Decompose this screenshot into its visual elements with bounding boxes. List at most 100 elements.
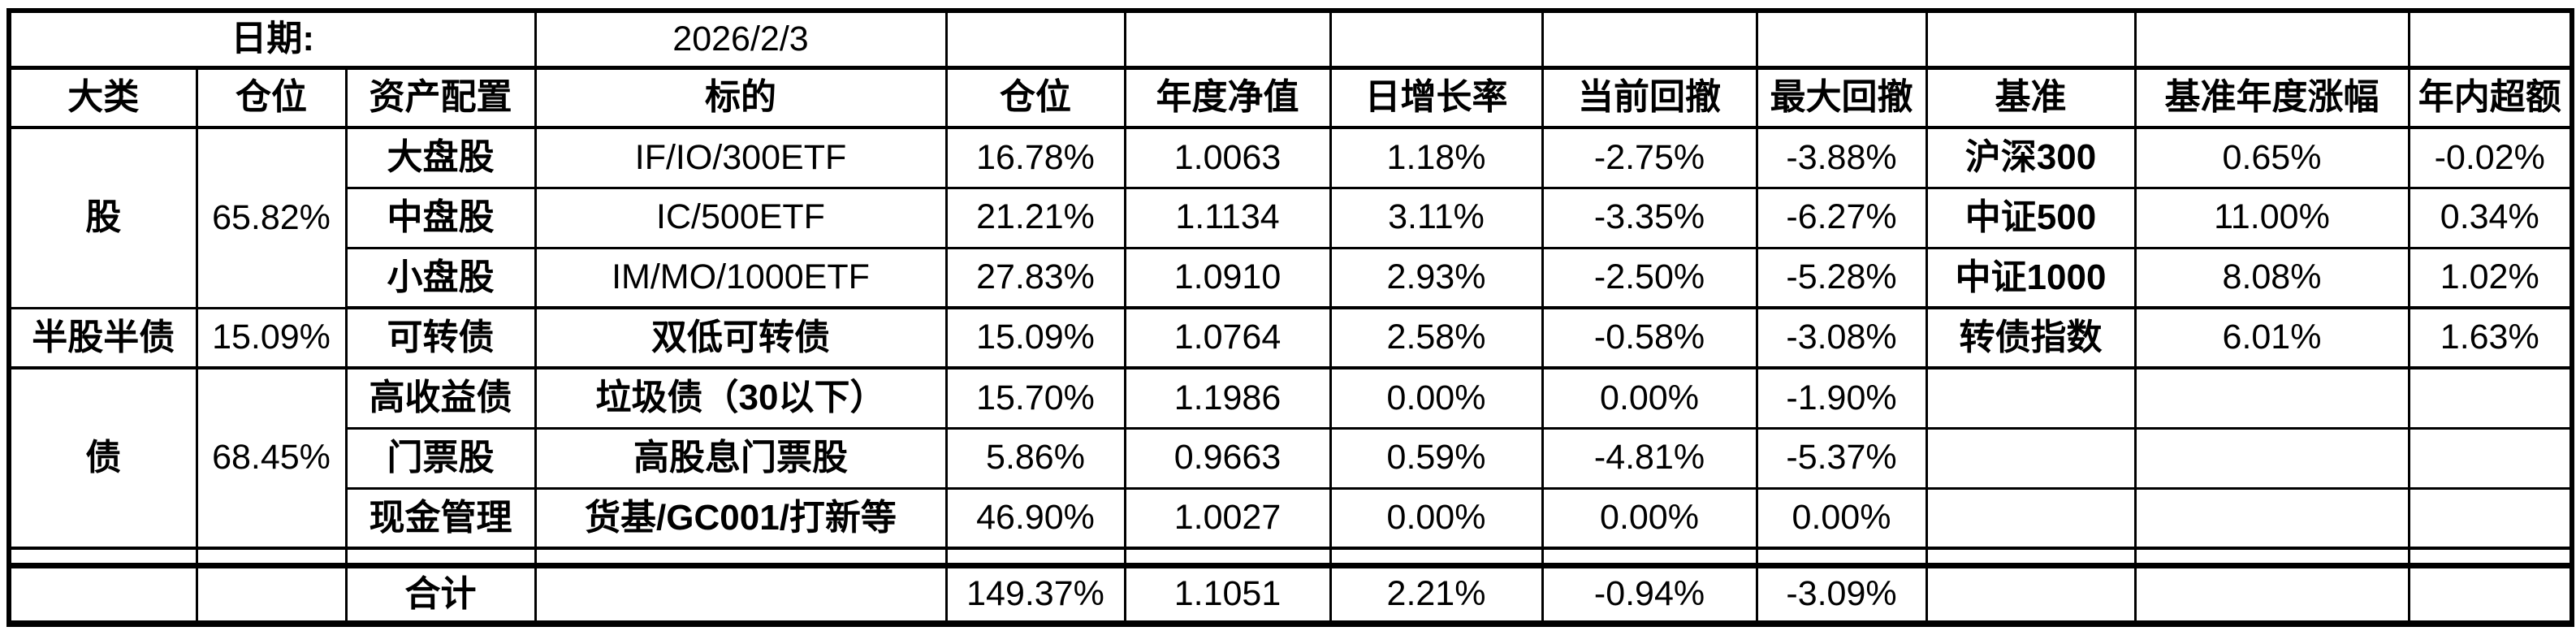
cell-max-drawdown: -5.37%: [1755, 426, 1928, 490]
cell-daily-growth: 2.58%: [1329, 306, 1544, 370]
empty-cell: [944, 9, 1126, 70]
cell-alloc: 高收益债: [344, 366, 537, 430]
cell-benchmark: 转债指数: [1925, 306, 2137, 370]
cell-max-drawdown: -3.08%: [1755, 306, 1928, 370]
cell-nav: 0.9663: [1123, 426, 1332, 490]
cell-current-drawdown: -4.81%: [1541, 426, 1758, 490]
header-category: 大类: [7, 66, 198, 129]
cell-alloc: 门票股: [344, 426, 537, 490]
portfolio-allocation-table: 日期: 2026/2/3 大类 仓位 资产配置 标的 仓位 年度净值 日增长率 …: [6, 8, 2574, 627]
empty-cell: [1925, 426, 2137, 490]
total-daily-growth: 2.21%: [1329, 564, 1544, 625]
cell-weight: 27.83%: [944, 246, 1126, 309]
cell-category-weight: 15.09%: [195, 306, 348, 370]
table-row: 门票股 高股息门票股 5.86% 0.9663 0.59% -4.81% -5.…: [9, 426, 2574, 490]
empty-cell: [534, 547, 948, 568]
cell-target: 双低可转债: [534, 306, 948, 370]
header-max-drawdown: 最大回撤: [1755, 66, 1928, 129]
empty-cell: [2133, 9, 2410, 70]
cell-benchmark-ytd: 8.08%: [2133, 246, 2410, 309]
cell-category-weight: 65.82%: [195, 126, 348, 309]
total-weight: 149.37%: [944, 564, 1126, 625]
portfolio-allocation-sheet: 日期: 2026/2/3 大类 仓位 资产配置 标的 仓位 年度净值 日增长率 …: [6, 8, 2574, 627]
table-row: 现金管理 货基/GC001/打新等 46.90% 1.0027 0.00% 0.…: [9, 486, 2574, 550]
empty-cell: [1755, 547, 1928, 568]
empty-cell: [2133, 486, 2410, 550]
header-weight: 仓位: [944, 66, 1126, 129]
total-row: 合计 149.37% 1.1051 2.21% -0.94% -3.09%: [7, 564, 2574, 625]
cell-nav: 1.0764: [1123, 306, 1332, 370]
header-benchmark-ytd: 基准年度涨幅: [2133, 66, 2410, 129]
header-benchmark: 基准: [1925, 66, 2137, 129]
spacer-row: [7, 547, 2574, 568]
empty-cell: [195, 564, 348, 625]
table-row: 股 65.82% 大盘股 IF/IO/300ETF 16.78% 1.0063 …: [7, 126, 2574, 309]
cell-ytd-excess: 0.34%: [2407, 186, 2574, 249]
empty-cell: [1329, 547, 1544, 568]
total-nav: 1.1051: [1123, 564, 1332, 625]
cell-ytd-excess: -0.02%: [2407, 126, 2574, 189]
empty-cell: [2133, 564, 2410, 625]
cell-nav: 1.0027: [1123, 486, 1332, 550]
cell-benchmark-ytd: 11.00%: [2133, 186, 2410, 249]
empty-cell: [2407, 366, 2574, 430]
header-category-weight: 仓位: [195, 66, 348, 129]
cell-category: 半股半债: [7, 306, 198, 370]
cell-alloc: 大盘股: [344, 126, 537, 189]
cell-alloc: 现金管理: [344, 486, 537, 550]
cell-daily-growth: 3.11%: [1329, 186, 1544, 249]
cell-weight: 21.21%: [944, 186, 1126, 249]
cell-category: 股: [7, 126, 198, 309]
empty-cell: [1925, 486, 2137, 550]
header-target: 标的: [534, 66, 948, 129]
empty-cell: [2407, 547, 2574, 568]
empty-cell: [7, 547, 198, 568]
cell-current-drawdown: -0.58%: [1541, 306, 1758, 370]
total-current-drawdown: -0.94%: [1541, 564, 1758, 625]
date-row: 日期: 2026/2/3: [7, 9, 2574, 70]
cell-target: 货基/GC001/打新等: [534, 486, 948, 550]
cell-max-drawdown: -5.28%: [1755, 246, 1928, 309]
cell-max-drawdown: -3.88%: [1755, 126, 1928, 189]
cell-max-drawdown: -6.27%: [1755, 186, 1928, 249]
empty-cell: [7, 564, 198, 625]
cell-category-weight: 68.45%: [195, 366, 348, 550]
cell-max-drawdown: 0.00%: [1755, 486, 1928, 550]
cell-nav: 1.0063: [1123, 126, 1332, 189]
empty-cell: [534, 564, 948, 625]
cell-daily-growth: 1.18%: [1329, 126, 1544, 189]
empty-cell: [344, 547, 537, 568]
total-label: 合计: [344, 564, 537, 625]
empty-cell: [1541, 9, 1758, 70]
empty-cell: [1329, 9, 1544, 70]
cell-current-drawdown: 0.00%: [1541, 486, 1758, 550]
header-asset-allocation: 资产配置: [344, 66, 537, 129]
cell-target: IM/MO/1000ETF: [534, 246, 948, 309]
empty-cell: [944, 547, 1126, 568]
cell-benchmark-ytd: 6.01%: [2133, 306, 2410, 370]
empty-cell: [2407, 486, 2574, 550]
table-row: 中盘股 IC/500ETF 21.21% 1.1134 3.11% -3.35%…: [9, 186, 2574, 249]
cell-nav: 1.0910: [1123, 246, 1332, 309]
cell-target: 高股息门票股: [534, 426, 948, 490]
cell-alloc: 可转债: [344, 306, 537, 370]
empty-cell: [1123, 9, 1332, 70]
empty-cell: [2407, 9, 2574, 70]
empty-cell: [1755, 9, 1928, 70]
empty-cell: [2407, 564, 2574, 625]
empty-cell: [2133, 547, 2410, 568]
empty-cell: [2407, 426, 2574, 490]
empty-cell: [195, 547, 348, 568]
cell-target: IF/IO/300ETF: [534, 126, 948, 189]
date-label: 日期:: [7, 9, 537, 70]
cell-ytd-excess: 1.63%: [2407, 306, 2574, 370]
date-value: 2026/2/3: [534, 9, 948, 70]
cell-benchmark: 中证1000: [1925, 246, 2137, 309]
cell-benchmark: 沪深300: [1925, 126, 2137, 189]
cell-category: 债: [7, 366, 198, 550]
cell-benchmark: 中证500: [1925, 186, 2137, 249]
header-current-drawdown: 当前回撤: [1541, 66, 1758, 129]
cell-weight: 16.78%: [944, 126, 1126, 189]
cell-current-drawdown: -2.50%: [1541, 246, 1758, 309]
cell-alloc: 小盘股: [344, 246, 537, 309]
